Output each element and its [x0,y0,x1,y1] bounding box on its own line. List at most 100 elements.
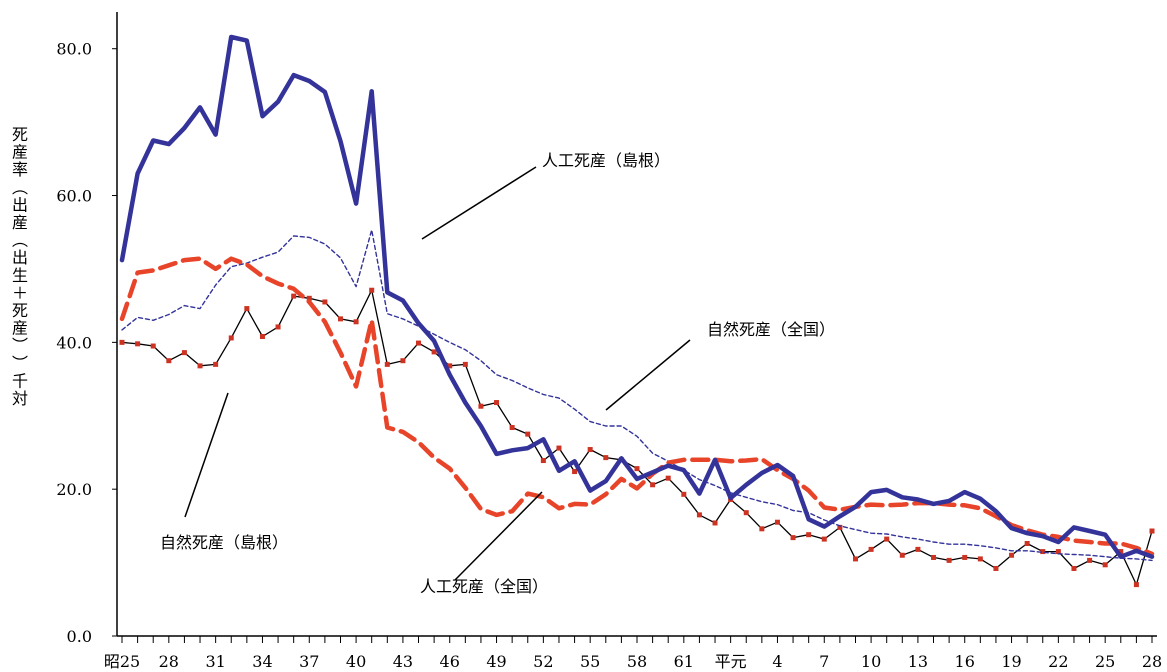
x-tick-label: 昭25 [104,652,140,671]
x-tick-label: 55 [580,652,600,671]
annotation-leader [421,166,537,240]
series-point [587,447,593,453]
y-tick-label: 80.0 [56,40,92,59]
series-point [1149,528,1155,534]
series-point [337,316,343,322]
series-point [977,556,983,562]
x-tick-label: 平元 [715,652,747,671]
series-point [1118,549,1124,555]
series-point [1087,557,1093,563]
series-point [509,425,515,431]
series-point [275,324,281,330]
series-point [743,510,749,516]
x-tick-label: 40 [346,652,366,671]
series-point [884,536,890,542]
x-tick-label: 22 [1048,652,1068,671]
series-point [899,552,905,558]
series-point [150,343,156,349]
series-point [1055,549,1061,555]
series-point [447,363,453,369]
series-point [1071,565,1077,571]
series-point [369,287,375,293]
series-point [852,556,858,562]
series-point [540,458,546,464]
x-tick-label: 37 [299,652,319,671]
series-point [353,319,359,325]
series-annotation: 自然死産（全国） [707,320,835,339]
series-point [213,361,219,367]
y-axis-label: 死産率︵出産︵出生＋死産︶ ︶千対 [12,125,28,408]
x-tick-label: 28 [159,652,179,671]
series-annotation: 人工死産（島根） [542,151,670,170]
x-tick-label: 19 [1001,652,1021,671]
series-point [259,333,265,339]
series-point [806,532,812,538]
series-point [384,361,390,367]
series-point [915,546,921,552]
series-point [665,475,671,481]
series-point [1102,562,1108,568]
series-point [1009,552,1015,558]
series-point [712,520,718,526]
y-tick-labels: 0.0 20.0 40.0 60.0 80.0 [56,40,92,646]
annotation-leader [605,339,691,411]
series-point [759,526,765,532]
x-tick-label: 52 [533,652,553,671]
series-point [696,512,702,518]
series-annotation: 人工死産（全国） [420,577,548,596]
annotation-leader [184,392,229,518]
series-point [603,455,609,461]
series-line-1 [121,229,1153,562]
series-point [166,358,172,364]
y-tick-label: 40.0 [56,333,92,352]
y-tick-label: 0.0 [67,627,92,646]
series-point [1024,541,1030,547]
x-tick-label: 16 [955,652,975,671]
series-point [431,349,437,355]
x-tick-labels: 昭25 28 31 34 37 40 43 46 49 52 55 58 61 平元 4 7 10 13 16 19 2… [104,652,1162,671]
series-point [774,519,780,525]
x-tick-label: 7 [819,652,829,671]
series-point [868,546,874,552]
series-point [634,466,640,472]
x-tick-label: 10 [861,652,881,671]
axes [112,12,1157,643]
series-point [946,557,952,563]
series-point [525,431,531,437]
series-point [931,554,937,560]
series-point [494,400,500,406]
x-tick-label: 13 [908,652,928,671]
series-annotation: 自然死産（島根） [160,533,288,552]
series-point [650,482,656,488]
x-tick-label: 46 [440,652,460,671]
series-point [400,358,406,364]
series-point [1040,549,1046,555]
x-tick-label: 49 [486,652,506,671]
series-line-2 [119,256,1155,557]
series-point [416,340,422,346]
x-tick-label: 4 [772,652,782,671]
x-tick-label: 34 [252,652,272,671]
x-tick-label: 28 [1142,652,1162,671]
annotation-leader [454,491,543,581]
series-point [244,306,250,312]
series-line-0 [119,34,1155,559]
series-point [556,445,562,451]
series-point [181,350,187,356]
series-point [462,361,468,367]
x-tick-label: 25 [1095,652,1115,671]
series-point [478,403,484,409]
series-point [821,536,827,542]
series-point [681,491,687,497]
series-point [790,535,796,541]
series-layer [119,34,1155,588]
x-tick-label: 31 [205,652,225,671]
series-point [291,293,297,299]
y-tick-label: 20.0 [56,480,92,499]
y-tick-label: 60.0 [56,187,92,206]
series-point [322,299,328,305]
annotations: 人工死産（島根） 自然死産（全国） 自然死産（島根） 人工死産（全国） [160,151,835,596]
series-point [1133,582,1139,588]
series-point [962,554,968,560]
